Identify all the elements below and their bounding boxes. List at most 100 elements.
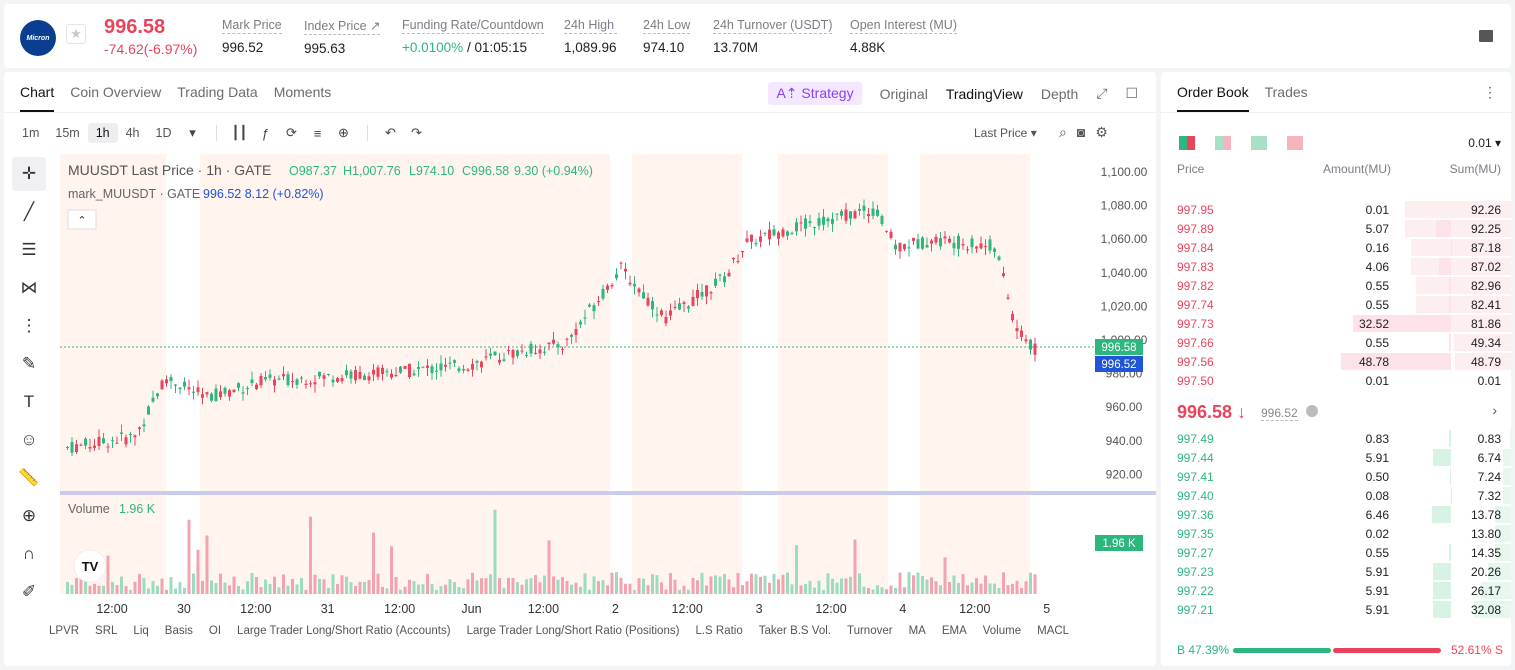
indicator-item[interactable]: Turnover [846,625,893,637]
view-both-icon[interactable] [1179,136,1195,150]
indicator-item[interactable]: L.S Ratio [695,625,743,637]
bid-row[interactable]: 997.23 5.91 20.26 [1161,562,1511,581]
view-bids-icon[interactable] [1251,136,1267,150]
indicator-item[interactable]: Large Trader Long/Short Ratio (Positions… [466,625,680,637]
timeframe-4h[interactable]: 4h [125,126,140,140]
candle-type-icon[interactable]: ┃┃ [231,125,248,140]
candle-body [115,442,119,444]
bid-row[interactable]: 997.27 0.55 14.35 [1161,543,1511,562]
tab-depth[interactable]: Depth [1040,85,1079,102]
stat-index-price[interactable]: Index Price ↗ 995.63 [304,19,381,56]
ask-row[interactable]: 997.73 32.52 81.86 [1161,314,1511,333]
camera-icon[interactable]: ◙ [1076,124,1086,140]
indicator-item[interactable]: LPVR [49,625,80,637]
candle-body [1024,339,1028,342]
pencil-icon[interactable]: ✐ [21,582,37,601]
timeframe-1h[interactable]: 1h [87,123,118,143]
bid-row[interactable]: 997.40 0.08 7.32 [1161,486,1511,505]
bid-row[interactable]: 997.44 5.91 6.74 [1161,448,1511,467]
indicator-item[interactable]: Taker B.S Vol. [758,625,831,637]
info-icon[interactable] [1306,405,1318,417]
magnet-icon[interactable]: ∩ [22,544,36,563]
fib-icon[interactable]: ⋮ [20,316,38,335]
row-sum: 81.86 [1470,317,1501,331]
favorite-star-icon[interactable]: ★ [66,24,86,44]
indicator-item[interactable]: MA [908,625,926,637]
volume-bar [691,577,695,594]
book-icon[interactable] [1479,30,1493,42]
bid-row[interactable]: 997.49 0.83 0.83 [1161,429,1511,448]
tab-original[interactable]: Original [879,85,928,102]
undo-icon[interactable]: ↶ [385,125,396,140]
indicator-item[interactable]: Large Trader Long/Short Ratio (Accounts) [237,625,451,637]
ask-row[interactable]: 997.56 48.78 48.79 [1161,352,1511,371]
bid-row[interactable]: 997.41 0.50 7.24 [1161,467,1511,486]
timeframe-1d[interactable]: 1D [155,126,172,140]
row-price: 997.89 [1177,222,1214,236]
row-amount: 0.55 [1365,546,1389,560]
pattern-icon[interactable]: ⋈ [20,278,38,297]
ask-row[interactable]: 997.82 0.55 82.96 [1161,276,1511,295]
candle-body [489,353,492,356]
chevron-right-icon[interactable]: › [1492,402,1497,418]
tab-order-book[interactable]: Order Book [1177,84,1249,112]
timeframe-1m[interactable]: 1m [22,126,40,140]
bid-row[interactable]: 997.21 5.91 32.08 [1161,600,1511,619]
indicators-icon[interactable]: ƒ [261,125,270,141]
trendline-icon[interactable]: ╱ [23,202,35,221]
brush-icon[interactable]: ✎ [21,354,37,373]
timeframe-15m[interactable]: 15m [55,126,80,140]
candle-body [448,362,452,364]
emoji-icon[interactable]: ☺ [20,430,38,449]
reset-icon[interactable]: ⟳ [286,125,297,140]
add-icon[interactable]: ⊕ [338,125,349,140]
row-sum: 48.79 [1470,355,1501,369]
horizontal-lines-icon[interactable]: ☰ [21,240,37,259]
tab-tradingview[interactable]: TradingView [945,85,1023,102]
ask-row[interactable]: 997.50 0.01 0.01 [1161,371,1511,390]
chevron-down-icon[interactable]: ▾ [189,125,196,140]
volume-bar [358,581,362,594]
tab-chart[interactable]: Chart [20,84,55,112]
redo-icon[interactable]: ↷ [411,125,422,140]
ask-row[interactable]: 997.66 0.55 49.34 [1161,333,1511,352]
view-split-icon[interactable] [1215,136,1231,150]
ask-row[interactable]: 997.74 0.55 82.41 [1161,295,1511,314]
text-tool-icon[interactable]: T [23,392,35,411]
layout-icon[interactable]: ≡ [313,125,322,141]
price-type-select[interactable]: Last Price ▾ [974,126,1037,140]
view-asks-icon[interactable] [1287,136,1303,150]
bid-row[interactable]: 997.36 6.46 13.78 [1161,505,1511,524]
gear-icon[interactable]: ⚙ [1095,124,1108,140]
tab-moments[interactable]: Moments [273,84,332,100]
more-icon[interactable]: ⋮ [1483,84,1497,100]
indicator-item[interactable]: Liq [133,625,149,637]
ask-row[interactable]: 997.89 5.07 92.25 [1161,219,1511,238]
tab-trades[interactable]: Trades [1264,84,1308,100]
ask-row[interactable]: 997.83 4.06 87.02 [1161,257,1511,276]
bid-row[interactable]: 997.35 0.02 13.80 [1161,524,1511,543]
ask-row[interactable]: 997.95 0.01 92.26 [1161,200,1511,219]
volume-bar [327,587,330,594]
window-icon[interactable]: ☐ [1125,85,1138,101]
candle-body [538,349,542,354]
tab-trading-data[interactable]: Trading Data [177,84,258,100]
indicator-item[interactable]: OI [208,625,222,637]
indicator-item[interactable]: EMA [941,625,967,637]
ruler-icon[interactable]: 📏 [18,468,40,487]
candlestick-chart[interactable]: 1,100.00 1,080.00 1,060.00 1,040.00 1,020.00… [4,72,1156,666]
indicator-item[interactable]: SRL [95,625,118,637]
search-icon[interactable]: ⌕ [1059,124,1067,140]
crosshair-icon[interactable]: ✛ [12,157,46,191]
indicator-item[interactable]: Volume [982,625,1022,637]
ask-row[interactable]: 997.84 0.16 87.18 [1161,238,1511,257]
candle-body [624,268,627,272]
precision-select[interactable]: 0.01 ▾ [1468,136,1501,150]
expand-icon[interactable]: ⤢ [1096,85,1108,101]
tab-coin-overview[interactable]: Coin Overview [70,84,162,100]
zoom-icon[interactable]: ⊕ [21,506,37,525]
bid-row[interactable]: 997.22 5.91 26.17 [1161,581,1511,600]
indicator-item[interactable]: MACL [1037,625,1070,637]
strategy-button[interactable]: A⇡ Strategy [768,82,862,105]
indicator-item[interactable]: Basis [164,625,193,637]
